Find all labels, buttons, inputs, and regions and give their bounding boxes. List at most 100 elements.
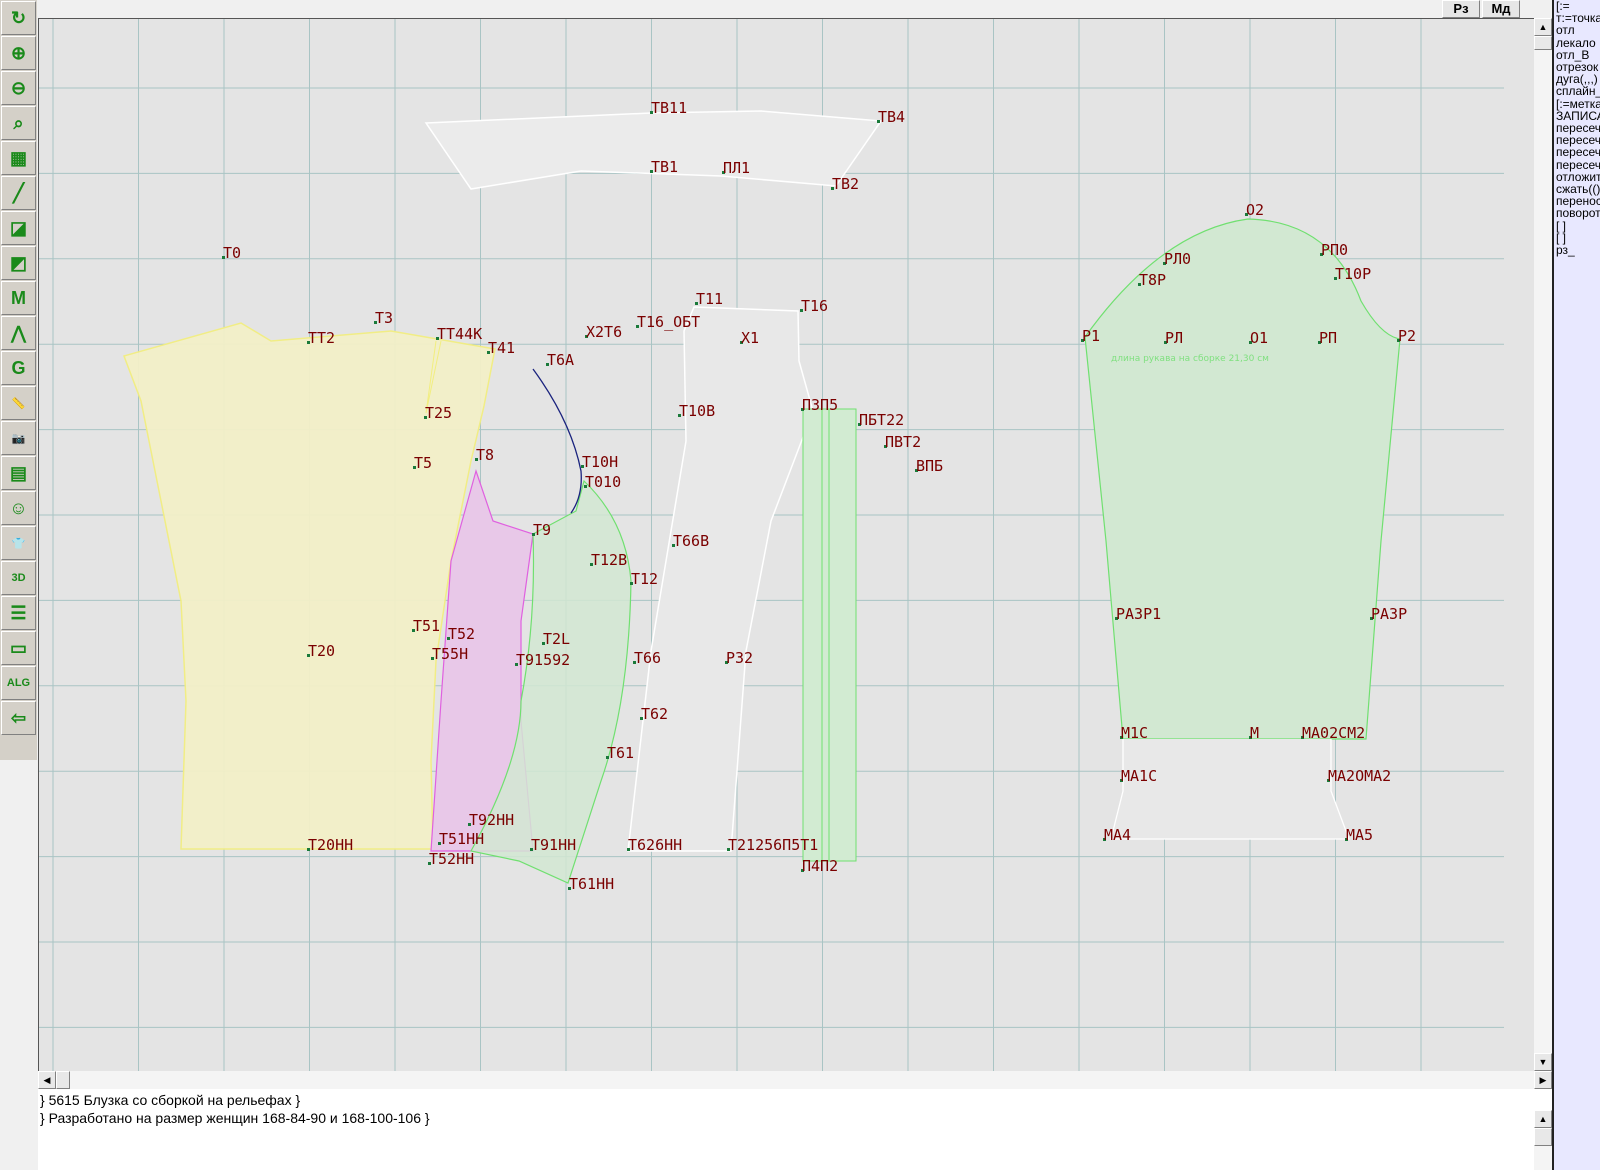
point-marker[interactable] bbox=[678, 414, 681, 417]
zoom-out-icon[interactable]: ⊖ bbox=[1, 71, 36, 105]
point-marker[interactable] bbox=[1120, 779, 1123, 782]
point-marker[interactable] bbox=[1120, 736, 1123, 739]
point-marker[interactable] bbox=[801, 869, 804, 872]
refresh-icon[interactable]: ↻ bbox=[1, 1, 36, 35]
command-item[interactable]: пересеч bbox=[1556, 157, 1600, 172]
command-item[interactable]: отрезок bbox=[1556, 60, 1599, 75]
scroll-right-button[interactable]: ▶ bbox=[1534, 1071, 1552, 1089]
command-item[interactable]: [:= bbox=[1556, 0, 1570, 13]
point-marker[interactable] bbox=[606, 756, 609, 759]
point-marker[interactable] bbox=[568, 887, 571, 890]
point-marker[interactable] bbox=[1397, 339, 1400, 342]
point-marker[interactable] bbox=[627, 848, 630, 851]
scroll-left-button[interactable]: ◀ bbox=[38, 1071, 56, 1089]
line-segment-icon[interactable]: ╱ bbox=[1, 176, 36, 210]
point-marker[interactable] bbox=[672, 544, 675, 547]
point-marker[interactable] bbox=[1245, 213, 1248, 216]
point-marker[interactable] bbox=[436, 337, 439, 340]
layers-icon[interactable]: ▭ bbox=[1, 631, 36, 665]
point-marker[interactable] bbox=[590, 563, 593, 566]
point-marker[interactable] bbox=[1138, 283, 1141, 286]
point-marker[interactable] bbox=[424, 416, 427, 419]
command-item[interactable]: рз_ bbox=[1556, 243, 1575, 258]
command-list[interactable]: [:= т:=точка отл лекало отл_В отрезок дуга(,,,… bbox=[1552, 0, 1600, 1170]
command-item[interactable]: дуга(,,,) bbox=[1556, 72, 1598, 87]
camera-icon[interactable]: 📷 bbox=[1, 421, 36, 455]
point-marker[interactable] bbox=[1249, 341, 1252, 344]
point-marker[interactable] bbox=[307, 341, 310, 344]
spreadsheet-icon[interactable]: ▤ bbox=[1, 456, 36, 490]
3d-icon[interactable]: 3D bbox=[1, 561, 36, 595]
point-marker[interactable] bbox=[542, 642, 545, 645]
point-marker[interactable] bbox=[487, 351, 490, 354]
sleeve-piece[interactable] bbox=[1084, 218, 1401, 740]
command-item[interactable]: пересеч bbox=[1556, 145, 1600, 160]
point-marker[interactable] bbox=[722, 171, 725, 174]
point-marker[interactable] bbox=[650, 170, 653, 173]
scroll-thumb[interactable] bbox=[1534, 36, 1552, 50]
point-marker[interactable] bbox=[858, 423, 861, 426]
point-marker[interactable] bbox=[633, 661, 636, 664]
grid-icon[interactable]: ▦ bbox=[1, 141, 36, 175]
point-marker[interactable] bbox=[630, 582, 633, 585]
garment-sketch-icon[interactable]: 👕 bbox=[1, 526, 36, 560]
point-marker[interactable] bbox=[374, 321, 377, 324]
point-marker[interactable] bbox=[1327, 779, 1330, 782]
point-marker[interactable] bbox=[447, 637, 450, 640]
compass-icon[interactable]: ⋀ bbox=[1, 316, 36, 350]
zoom-fit-icon[interactable]: ⌕ bbox=[1, 106, 36, 140]
point-marker[interactable] bbox=[413, 466, 416, 469]
command-item[interactable]: лекало bbox=[1556, 35, 1596, 50]
point-marker[interactable] bbox=[530, 848, 533, 851]
point-marker[interactable] bbox=[1163, 262, 1166, 265]
command-item[interactable]: пересеч bbox=[1556, 133, 1600, 148]
command-item[interactable]: [ ] bbox=[1556, 230, 1567, 245]
horizontal-scrollbar[interactable]: ◀ ▶ bbox=[38, 1071, 1552, 1089]
sleeve-cuff[interactable] bbox=[1110, 739, 1350, 840]
point-marker[interactable] bbox=[468, 823, 471, 826]
command-item[interactable]: отложит bbox=[1556, 169, 1600, 184]
point-marker[interactable] bbox=[915, 469, 918, 472]
point-marker[interactable] bbox=[1345, 838, 1348, 841]
point-marker[interactable] bbox=[222, 256, 225, 259]
scroll-thumb-h[interactable] bbox=[56, 1071, 70, 1089]
command-item[interactable]: [ ] bbox=[1556, 218, 1567, 233]
text-list-icon[interactable]: ☰ bbox=[1, 596, 36, 630]
command-item[interactable]: сжать(() bbox=[1556, 182, 1600, 197]
notes-scroll-thumb[interactable] bbox=[1534, 1128, 1552, 1146]
point-marker[interactable] bbox=[1081, 339, 1084, 342]
grading-g-icon[interactable]: G bbox=[1, 351, 36, 385]
point-marker[interactable] bbox=[1370, 617, 1373, 620]
point-marker[interactable] bbox=[740, 341, 743, 344]
point-marker[interactable] bbox=[532, 533, 535, 536]
command-item[interactable]: сплайн_ bbox=[1556, 84, 1600, 99]
point-marker[interactable] bbox=[650, 111, 653, 114]
point-marker[interactable] bbox=[877, 120, 880, 123]
point-marker[interactable] bbox=[1318, 341, 1321, 344]
point-marker[interactable] bbox=[515, 663, 518, 666]
point-marker[interactable] bbox=[1103, 838, 1106, 841]
point-marker[interactable] bbox=[640, 717, 643, 720]
command-item[interactable]: поворот bbox=[1556, 206, 1600, 221]
yoke-piece[interactable] bbox=[424, 110, 883, 190]
point-marker[interactable] bbox=[1334, 277, 1337, 280]
point-marker[interactable] bbox=[1249, 736, 1252, 739]
front-piece[interactable] bbox=[123, 322, 496, 850]
md-button[interactable]: Мд bbox=[1482, 0, 1520, 18]
command-item[interactable]: перенос bbox=[1556, 194, 1600, 209]
notes-scrollbar[interactable]: ▲ bbox=[1534, 1110, 1552, 1170]
command-item[interactable]: пересеч bbox=[1556, 121, 1600, 136]
point-marker[interactable] bbox=[695, 302, 698, 305]
alg-icon[interactable]: ALG bbox=[1, 666, 36, 700]
point-marker[interactable] bbox=[801, 408, 804, 411]
pattern-canvas[interactable]: длина рукава на сборке 21,30 см ТВ11 ТВ4 Т… bbox=[38, 18, 1535, 1072]
point-marker[interactable] bbox=[581, 465, 584, 468]
point-marker[interactable] bbox=[431, 657, 434, 660]
notes-scroll-up[interactable]: ▲ bbox=[1534, 1110, 1552, 1128]
command-item[interactable]: т:=точка bbox=[1556, 11, 1600, 26]
point-marker[interactable] bbox=[585, 335, 588, 338]
rz-button[interactable]: Рз bbox=[1442, 0, 1480, 18]
point-marker[interactable] bbox=[725, 661, 728, 664]
vertical-scrollbar[interactable]: ▲ ▼ bbox=[1534, 18, 1552, 1071]
zoom-in-icon[interactable]: ⊕ bbox=[1, 36, 36, 70]
